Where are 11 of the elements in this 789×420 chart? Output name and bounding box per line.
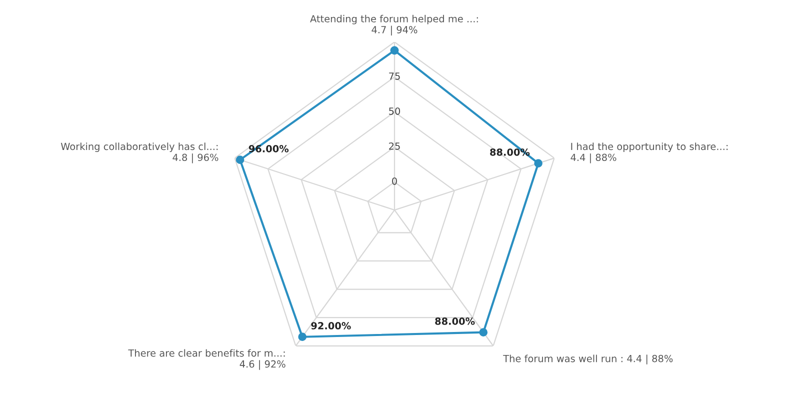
data-label: 88.00% (435, 318, 475, 325)
y-tick-label: 75 (389, 72, 400, 80)
y-tick-label: 25 (389, 142, 400, 150)
spoke-label: Attending the forum helped me ...: 4.7 | 94% (310, 14, 478, 36)
data-label: 92.00% (311, 322, 351, 330)
spoke-label: The forum was well run : 4.4 | 88% (503, 354, 673, 364)
y-tick-label: 50 (389, 107, 400, 115)
spoke-label: There are clear benefits for m...: 4.6 | 92% (128, 349, 286, 370)
spoke-label: Working collaboratively has cl...: 4.8 | 96% (60, 142, 218, 164)
spoke-label: I had the opportunity to share...: 4.4 | 88% (570, 142, 728, 164)
y-tick-label: 0 (392, 177, 397, 185)
